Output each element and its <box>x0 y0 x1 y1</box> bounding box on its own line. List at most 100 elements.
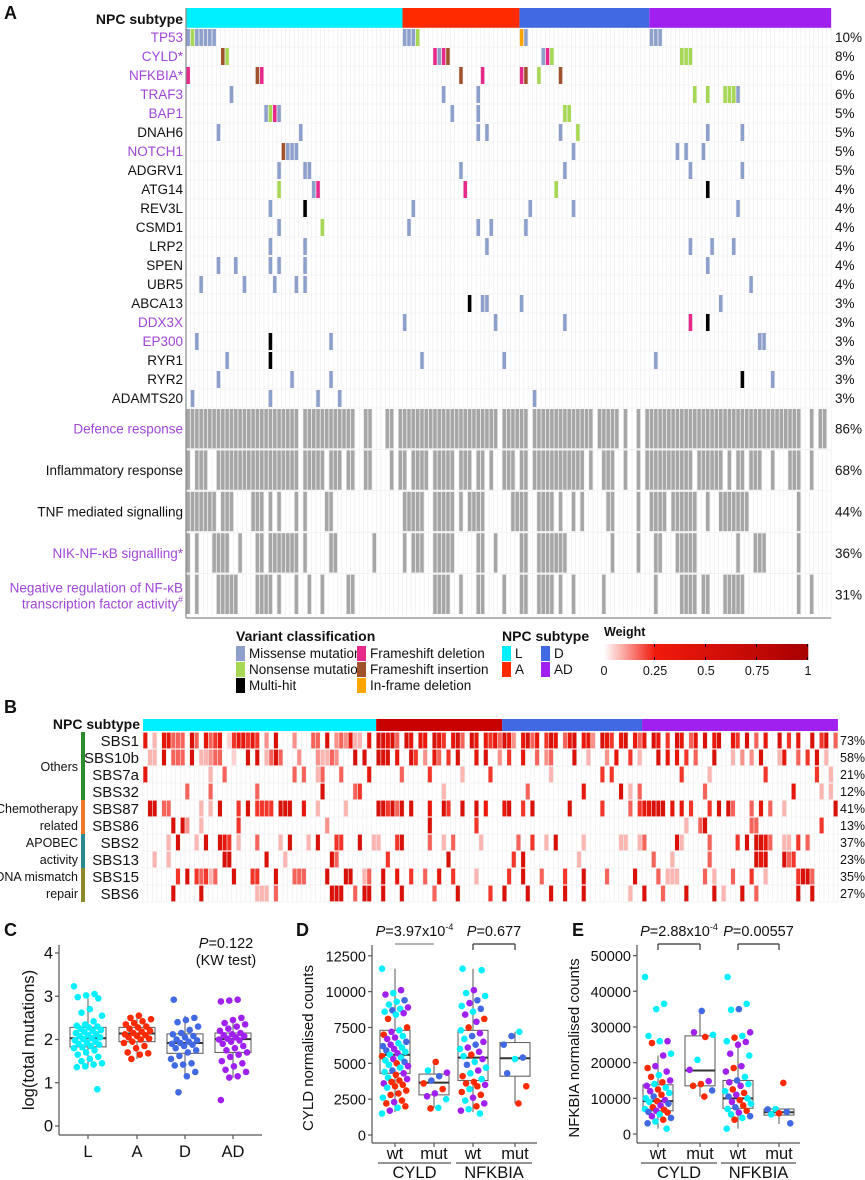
data-point <box>479 1055 486 1063</box>
legend-swatch-subtype-ad <box>541 662 550 677</box>
pathway-cell <box>433 533 437 573</box>
pathway-cell <box>706 409 710 449</box>
heatmap-cell <box>786 732 791 749</box>
heatmap-cell <box>273 868 278 885</box>
pathway-cell <box>545 409 550 449</box>
subtype-bar-ad <box>649 8 832 28</box>
heatmap-cell <box>702 732 708 749</box>
pathway-cell <box>190 409 195 449</box>
pathway-cell <box>519 409 524 449</box>
heatmap-cell <box>315 800 320 817</box>
pathway-cell <box>476 574 481 614</box>
pathway-cell <box>779 409 784 449</box>
mutation-cell-mis <box>208 29 212 46</box>
pathway-cell <box>480 491 485 532</box>
data-point <box>689 1082 697 1090</box>
pathway-cell <box>480 533 485 573</box>
pathway-cell <box>424 409 429 449</box>
data-point <box>643 1082 651 1090</box>
heatmap-cell <box>255 834 260 851</box>
heatmap-cell <box>441 800 446 817</box>
data-point <box>90 1061 97 1068</box>
heatmap-cell <box>796 868 801 885</box>
heatmap-cell <box>754 817 759 834</box>
mutation-cell-fdel <box>519 67 524 84</box>
data-point <box>86 1005 94 1013</box>
heatmap-cell <box>208 783 213 800</box>
heatmap-cell <box>199 868 204 885</box>
colorbar-slice <box>738 644 741 660</box>
heatmap-cell <box>712 732 717 749</box>
data-point <box>466 1085 473 1093</box>
pathway-cell <box>680 574 684 614</box>
y-tick-label: 10000 <box>591 1092 631 1108</box>
heatmap-cell <box>180 749 185 766</box>
heatmap-cell <box>264 885 269 902</box>
data-point <box>463 1061 471 1069</box>
heatmap-cell <box>688 732 694 749</box>
heatmap-cell <box>726 800 731 817</box>
heatmap-cell <box>670 851 675 868</box>
data-point <box>428 1077 435 1084</box>
pathway-cell <box>441 409 446 449</box>
data-point <box>775 1110 783 1117</box>
data-point <box>82 1049 90 1056</box>
heatmap-cell <box>483 749 488 766</box>
pathway-cell <box>459 491 463 532</box>
y-tick-label: 2 <box>44 1031 53 1049</box>
pathway-cell <box>541 409 545 449</box>
heatmap-cell <box>399 766 404 783</box>
data-point <box>223 1047 230 1054</box>
heatmap-cell <box>642 732 647 749</box>
colorbar-slice <box>662 644 665 660</box>
heatmap-cell <box>367 885 372 902</box>
heatmap-cell <box>381 732 386 749</box>
data-point <box>392 1071 400 1079</box>
pathway-cell <box>757 409 762 449</box>
pathway-cell <box>238 450 242 490</box>
colorbar-slice <box>682 644 685 660</box>
data-point <box>218 1057 226 1065</box>
data-point <box>389 989 397 997</box>
heatmap-cell <box>642 885 647 902</box>
colorbar-slice <box>698 644 701 660</box>
pathway-cell <box>736 533 740 573</box>
pathway-cell <box>675 533 680 573</box>
pathway-cell <box>350 574 355 614</box>
heatmap-cell <box>455 885 460 902</box>
pathway-label-text: Negative regulation of NF-κB <box>10 580 183 595</box>
data-point <box>95 1041 103 1048</box>
data-point <box>234 1072 241 1080</box>
heatmap-cell <box>730 800 736 817</box>
heatmap-cell <box>525 783 530 800</box>
heatmap-cell <box>245 800 250 817</box>
pathway-cell <box>753 409 758 449</box>
pathway-cell <box>567 409 571 449</box>
heatmap-cell <box>553 834 558 851</box>
heatmap-cell <box>189 732 195 749</box>
heatmap-cell <box>796 749 801 766</box>
pathway-cell <box>693 533 697 573</box>
pathway-cell <box>706 450 710 490</box>
mutation-cell-mis <box>532 390 537 407</box>
data-point <box>482 1064 490 1071</box>
mutation-cell-mis <box>485 124 489 141</box>
subtype-bar-a <box>402 8 520 28</box>
pathway-frequency: 44% <box>835 505 862 520</box>
heatmap-cell <box>152 749 157 766</box>
gene-frequency: 4% <box>835 277 855 292</box>
data-point <box>181 1034 189 1041</box>
y-axis-title: NFKBIA normalised counts <box>566 958 583 1137</box>
mutation-cell-mis <box>563 162 567 179</box>
pathway-cell <box>554 533 558 573</box>
colorbar-slice <box>780 644 783 660</box>
pathway-cell <box>290 409 294 449</box>
colorbar-slice <box>754 644 757 660</box>
heatmap-cell <box>185 868 190 885</box>
data-point <box>741 1073 749 1081</box>
pathway-cell <box>454 409 459 449</box>
heatmap-cell <box>521 749 526 766</box>
heatmap-cell <box>250 732 255 749</box>
data-point <box>481 1081 489 1089</box>
